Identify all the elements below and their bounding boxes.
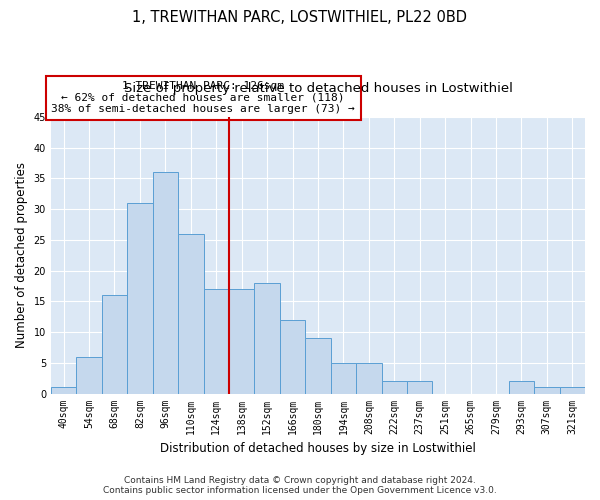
Bar — [305, 338, 331, 394]
Bar — [229, 289, 254, 394]
Bar — [76, 356, 102, 394]
Bar — [356, 363, 382, 394]
Bar — [509, 382, 534, 394]
Bar — [407, 382, 433, 394]
Bar — [127, 203, 152, 394]
Bar — [178, 234, 203, 394]
Bar — [102, 295, 127, 394]
Bar — [254, 283, 280, 394]
Text: Contains HM Land Registry data © Crown copyright and database right 2024.
Contai: Contains HM Land Registry data © Crown c… — [103, 476, 497, 495]
Text: 1, TREWITHAN PARC, LOSTWITHIEL, PL22 0BD: 1, TREWITHAN PARC, LOSTWITHIEL, PL22 0BD — [133, 10, 467, 25]
Text: 1 TREWITHAN PARC: 126sqm
← 62% of detached houses are smaller (118)
38% of semi-: 1 TREWITHAN PARC: 126sqm ← 62% of detach… — [51, 81, 355, 114]
Bar — [152, 172, 178, 394]
Y-axis label: Number of detached properties: Number of detached properties — [15, 162, 28, 348]
Bar — [382, 382, 407, 394]
Bar — [280, 320, 305, 394]
Bar — [560, 388, 585, 394]
X-axis label: Distribution of detached houses by size in Lostwithiel: Distribution of detached houses by size … — [160, 442, 476, 455]
Title: Size of property relative to detached houses in Lostwithiel: Size of property relative to detached ho… — [124, 82, 512, 95]
Bar — [203, 289, 229, 394]
Bar — [331, 363, 356, 394]
Bar — [534, 388, 560, 394]
Bar — [51, 388, 76, 394]
